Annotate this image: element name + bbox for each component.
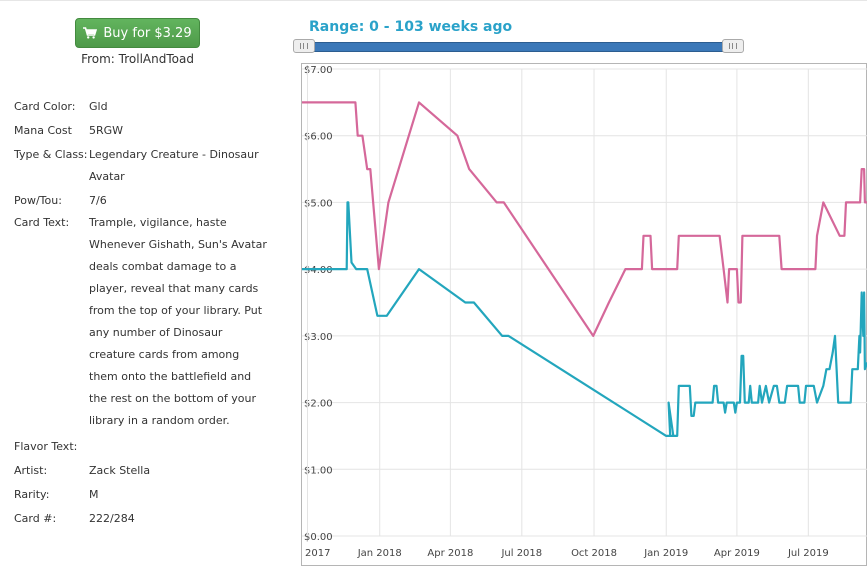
detail-value-line: creature cards from among: [89, 348, 240, 361]
seller-line: From: TrollAndToad: [81, 52, 194, 66]
x-tick-label: Jan 2019: [643, 548, 688, 559]
y-tick-label: $3.00: [304, 332, 333, 343]
x-tick-label: Jul 2019: [787, 548, 829, 559]
detail-value-line: 222/284: [89, 512, 135, 525]
x-tick-label: Jan 2018: [357, 548, 402, 559]
top-divider: [0, 0, 867, 1]
chart-canvas: $0.00 $1.00 $2.00 $3.00 $4.00 $5.00 $6.00 $7.00…: [302, 65, 867, 559]
y-tick-label: $1.00: [304, 465, 333, 476]
y-tick-label: $0.00: [304, 532, 333, 543]
buy-button-label: Buy for $3.29: [103, 25, 192, 41]
detail-value-line: player, reveal that many cards: [89, 282, 259, 295]
detail-value-line: Legendary Creature - Dinosaur: [89, 148, 259, 161]
detail-value-line: Avatar: [89, 170, 125, 183]
detail-label: Pow/Tou:: [14, 194, 62, 207]
detail-value: Zack Stella: [89, 460, 274, 482]
detail-value-line: Zack Stella: [89, 464, 151, 477]
detail-value: Gld: [89, 96, 274, 118]
detail-value-line: library in a random order.: [89, 414, 230, 427]
detail-label: Card #:: [14, 512, 57, 525]
detail-value-line: the rest on the bottom of your: [89, 392, 256, 405]
detail-value-line: 5RGW: [89, 124, 124, 137]
detail-label: Card Color:: [14, 100, 76, 113]
detail-value-line: Whenever Gishath, Sun's Avatar: [89, 238, 267, 251]
buy-button[interactable]: Buy for $3.29: [75, 18, 200, 48]
detail-label: Rarity:: [14, 488, 50, 501]
y-tick-label: $5.00: [304, 198, 333, 209]
detail-value: 222/284: [89, 508, 274, 530]
detail-value-line: deals combat damage to a: [89, 260, 237, 273]
detail-value-line: 7/6: [89, 194, 107, 207]
y-tick-label: $2.00: [304, 399, 333, 410]
detail-label: Card Text:: [14, 216, 70, 229]
detail-label: Type & Class:: [14, 148, 88, 161]
detail-value-line: any number of Dinosaur: [89, 326, 223, 339]
detail-label: Artist:: [14, 464, 48, 477]
detail-value: Legendary Creature - Dinosaur Avatar: [89, 144, 274, 188]
grip-icon: [729, 43, 737, 49]
x-tick-label: Oct 2018: [571, 548, 617, 559]
x-tick-label: Apr 2019: [714, 548, 760, 559]
detail-value: 7/6: [89, 190, 274, 212]
detail-value: Trample, vigilance, haste Whenever Gishat…: [89, 212, 274, 432]
detail-value-line: M: [89, 488, 99, 501]
detail-label: Flavor Text:: [14, 440, 78, 453]
range-label: Range: 0 - 103 weeks ago: [309, 19, 513, 35]
detail-value-line: from the top of your library. Put: [89, 304, 263, 317]
range-slider-track[interactable]: [301, 42, 743, 52]
detail-value-line: them onto the battlefield and: [89, 370, 252, 383]
grip-icon: [300, 43, 308, 49]
detail-value-line: Gld: [89, 100, 108, 113]
price-history-chart: $0.00 $1.00 $2.00 $3.00 $4.00 $5.00 $6.00 $7.00…: [301, 63, 867, 566]
x-tick-label: Apr 2018: [427, 548, 473, 559]
detail-value-line: Trample, vigilance, haste: [89, 216, 227, 229]
y-tick-label: $6.00: [304, 132, 333, 143]
detail-value: 5RGW: [89, 120, 274, 142]
range-slider-min-handle[interactable]: [293, 39, 315, 53]
y-tick-label: $7.00: [304, 65, 333, 76]
shopping-cart-icon: [83, 27, 98, 39]
price-series-line: [302, 101, 867, 337]
range-slider-max-handle[interactable]: [722, 39, 744, 53]
y-tick-label: $4.00: [304, 265, 333, 276]
price-series-line: [302, 201, 867, 437]
x-tick-label: Jul 2018: [500, 548, 542, 559]
detail-value: M: [89, 484, 274, 506]
detail-label: Mana Cost: [14, 124, 72, 137]
x-tick-label: Oct 2017: [302, 548, 330, 559]
